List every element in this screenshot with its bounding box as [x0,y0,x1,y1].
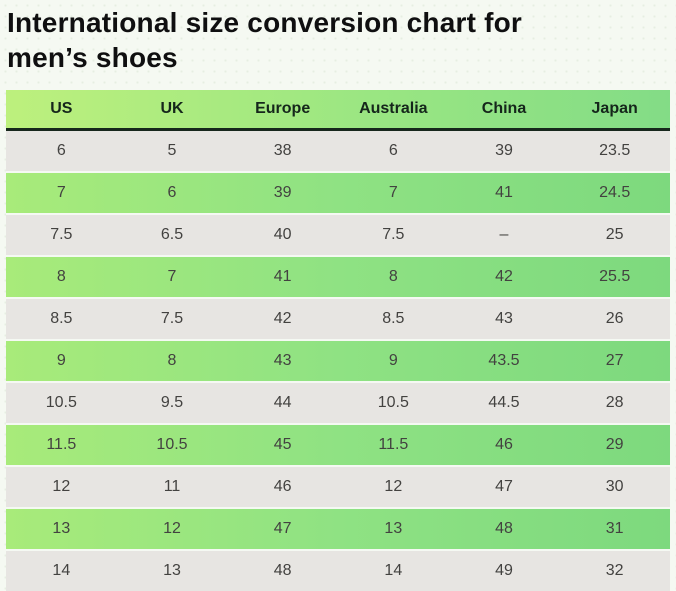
table-cell: 13 [384,520,403,537]
table-cell: 42 [273,310,292,327]
column-header-europe: Europe [255,100,311,117]
table-cell: 7 [56,184,66,201]
table-cell: 5 [167,142,177,159]
table-cell: 11.5 [378,436,409,453]
table-row: 6 5 38 6 39 23.5 [6,131,670,171]
table-cell: – [499,226,509,243]
table-row: 10.5 9.5 44 10.5 44.5 28 [6,381,670,423]
table-cell: 7.5 [160,310,184,327]
table-cell: 26 [605,310,624,327]
table-cell: 13 [163,562,181,579]
table-cell: 48 [273,562,292,579]
table-cell: 11.5 [46,436,77,453]
table-cell: 6 [56,142,66,159]
table-cell: 43.5 [488,352,520,369]
table-cell: 47 [273,520,292,537]
column-header-japan: Japan [591,100,638,117]
table-cell: 44.5 [488,394,520,411]
table-cell: 8.5 [50,310,73,327]
table-row: 8.5 7.5 42 8.5 43 26 [6,297,670,339]
table-cell: 25.5 [599,268,631,285]
table-cell: 12 [163,520,181,537]
table-cell: 38 [273,142,292,159]
table-header-row: US UK Europe Australia China Japan [6,90,670,131]
table-cell: 39 [273,184,292,201]
table-cell: 41 [495,184,513,201]
table-cell: 42 [495,268,513,285]
table-cell: 12 [384,478,403,495]
table-cell: 10.5 [156,436,188,453]
table-cell: 9 [388,352,398,369]
table-row: 9 8 43 9 43.5 27 [6,339,670,381]
table-cell: 7.5 [382,226,405,243]
table-cell: 7.5 [50,226,73,243]
table-row: 14 13 48 14 49 32 [6,549,670,591]
table-cell: 44 [273,394,292,411]
table-row: 11.5 10.5 45 11.5 46 29 [6,423,670,465]
table-cell: 11 [163,478,181,495]
table-cell: 14 [384,562,403,579]
page-title-line2: men’s shoes [7,42,178,73]
table-cell: 29 [605,436,624,453]
table-cell: 9 [56,352,66,369]
table-cell: 8.5 [382,310,405,327]
column-header-uk: UK [160,100,184,117]
table-row: 12 11 46 12 47 30 [6,465,670,507]
table-cell: 43 [273,352,292,369]
table-cell: 13 [52,520,71,537]
table-cell: 7 [388,184,398,201]
table-cell: 39 [495,142,513,159]
table-cell: 31 [605,520,624,537]
table-cell: 46 [495,436,513,453]
table-cell: 10.5 [45,394,77,411]
table-row: 8 7 41 8 42 25.5 [6,255,670,297]
table-cell: 9.5 [160,394,184,411]
size-conversion-table: US UK Europe Australia China Japan 6 5 3… [6,90,670,591]
table-row: 7.5 6.5 40 7.5 – 25 [6,213,670,255]
table-cell: 10.5 [377,394,409,411]
page-title: International size conversion chart for m… [0,0,676,75]
table-cell: 27 [605,352,624,369]
table-cell: 43 [495,310,513,327]
table-cell: 46 [273,478,292,495]
table-cell: 30 [605,478,624,495]
table-cell: 40 [273,226,292,243]
table-cell: 14 [52,562,71,579]
table-cell: 24.5 [599,184,631,201]
table-cell: 28 [605,394,624,411]
table-cell: 6.5 [160,226,184,243]
table-cell: 6 [167,184,177,201]
column-header-china: China [481,100,527,117]
table-body: 6 5 38 6 39 23.5 7 6 39 7 41 24.5 7.5 6.… [6,131,670,591]
column-header-us: US [50,100,73,117]
table-cell: 45 [273,436,292,453]
table-cell: 25 [605,226,624,243]
table-cell: 7 [167,268,177,285]
table-row: 7 6 39 7 41 24.5 [6,171,670,213]
table-cell: 12 [52,478,71,495]
table-cell: 47 [495,478,513,495]
table-cell: 48 [495,520,513,537]
column-header-australia: Australia [359,100,428,117]
page-title-line1: International size conversion chart for [7,7,523,38]
table-cell: 6 [388,142,398,159]
table-cell: 32 [605,562,624,579]
table-row: 13 12 47 13 48 31 [6,507,670,549]
table-cell: 23.5 [599,142,631,159]
table-cell: 8 [56,268,66,285]
table-cell: 41 [273,268,292,285]
table-cell: 8 [167,352,177,369]
table-cell: 49 [495,562,513,579]
table-cell: 8 [388,268,398,285]
